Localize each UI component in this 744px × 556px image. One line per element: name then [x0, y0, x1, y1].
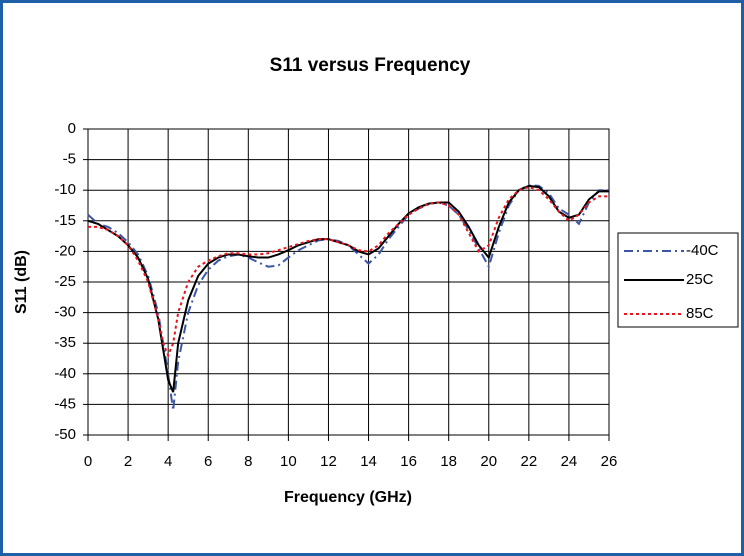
x-tick-label: 20 — [480, 453, 497, 470]
chart-title: S11 versus Frequency — [270, 55, 471, 76]
legend-label: 25C — [686, 271, 714, 288]
x-tick-label: 22 — [521, 453, 538, 470]
x-tick-label: 24 — [561, 453, 578, 470]
y-tick-label: -10 — [54, 181, 76, 198]
x-tick-label: 0 — [84, 453, 92, 470]
x-tick-label: 16 — [400, 453, 417, 470]
y-tick-label: -20 — [54, 242, 76, 259]
y-tick-label: -50 — [54, 426, 76, 443]
x-tick-label: 8 — [244, 453, 252, 470]
y-tick-label: -40 — [54, 365, 76, 382]
y-tick-label: -5 — [63, 151, 76, 168]
legend-label: 85C — [686, 305, 714, 322]
y-tick-label: -15 — [54, 212, 76, 229]
plot-border — [87, 128, 610, 436]
y-tick-label: -25 — [54, 273, 76, 290]
series-line — [88, 186, 609, 359]
x-tick-label: 26 — [601, 453, 618, 470]
x-tick-label: 12 — [320, 453, 337, 470]
y-tick-label: 0 — [68, 120, 76, 137]
legend-label: -40C — [686, 242, 719, 259]
y-axis-title: S11 (dB) — [13, 250, 30, 314]
x-tick-label: 2 — [124, 453, 132, 470]
x-tick-label: 6 — [204, 453, 212, 470]
y-tick-label: -30 — [54, 304, 76, 321]
x-tick-label: 4 — [164, 453, 172, 470]
y-tick-label: -45 — [54, 395, 76, 412]
x-tick-label: 18 — [440, 453, 457, 470]
x-tick-label: 10 — [280, 453, 297, 470]
x-tick-label: 14 — [360, 453, 377, 470]
y-tick-label: -35 — [54, 334, 76, 351]
x-axis-title: Frequency (GHz) — [284, 489, 412, 506]
